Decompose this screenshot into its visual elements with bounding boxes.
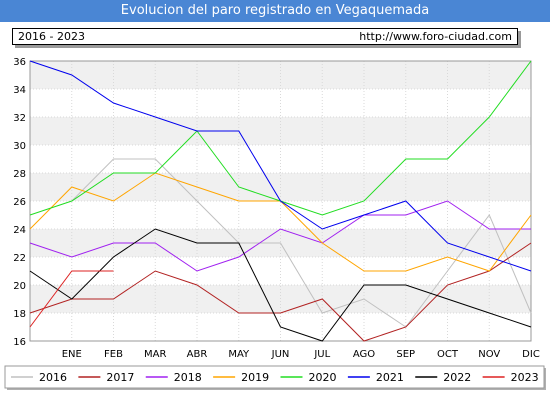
legend-label-2023: 2023 [511, 371, 539, 384]
y-tick-label: 16 [13, 337, 26, 348]
x-tick-label: FEB [104, 349, 123, 360]
y-tick-label: 28 [13, 169, 26, 180]
x-tick-label: MAR [144, 349, 166, 360]
title-bar [0, 0, 550, 22]
legend-label-2016: 2016 [39, 371, 67, 384]
x-tick-label: SEP [396, 349, 415, 360]
x-tick-label: ABR [187, 349, 208, 360]
y-tick-label: 26 [13, 197, 26, 208]
plot-band [30, 61, 531, 89]
legend-label-2021: 2021 [376, 371, 404, 384]
series-line-2017 [29, 242, 532, 342]
legend-label-2022: 2022 [443, 371, 471, 384]
y-tick-label: 20 [13, 281, 26, 292]
x-tick-label: OCT [437, 349, 459, 360]
x-tick-label: JUL [313, 349, 330, 360]
legend-box [4, 365, 545, 389]
series-line-2023 [29, 270, 114, 328]
y-tick-label: 32 [13, 113, 26, 124]
y-tick-label: 22 [13, 253, 26, 264]
series-line-2018 [29, 200, 531, 272]
plot-frame [29, 60, 532, 342]
series-line-2022 [29, 228, 532, 342]
x-tick-label: JUN [271, 349, 290, 360]
legend-label-2020: 2020 [309, 371, 337, 384]
y-tick-label: 18 [13, 309, 26, 320]
legend-label-2019: 2019 [241, 371, 269, 384]
source-url: http://www.foro-ciudad.com [359, 30, 512, 43]
x-tick-label: MAY [228, 349, 250, 360]
subtitle-box: 2016 - 2023 http://www.foro-ciudad.com [12, 28, 518, 45]
legend-label-2017: 2017 [106, 371, 134, 384]
period-label: 2016 - 2023 [18, 30, 85, 43]
x-tick-label: ENE [62, 349, 82, 360]
x-tick-label: NOV [478, 349, 500, 360]
series-line-2021 [29, 60, 532, 272]
legend-label-2018: 2018 [174, 371, 202, 384]
series-line-2016 [71, 158, 532, 328]
y-tick-label: 24 [13, 225, 26, 236]
y-tick-label: 36 [13, 57, 26, 68]
y-tick-label: 34 [13, 85, 26, 96]
y-tick-label: 30 [13, 141, 26, 152]
x-tick-label: AGO [353, 349, 375, 360]
chart-title: Evolucion del paro registrado en Vegaque… [120, 3, 430, 18]
x-tick-label: DIC [522, 349, 540, 360]
